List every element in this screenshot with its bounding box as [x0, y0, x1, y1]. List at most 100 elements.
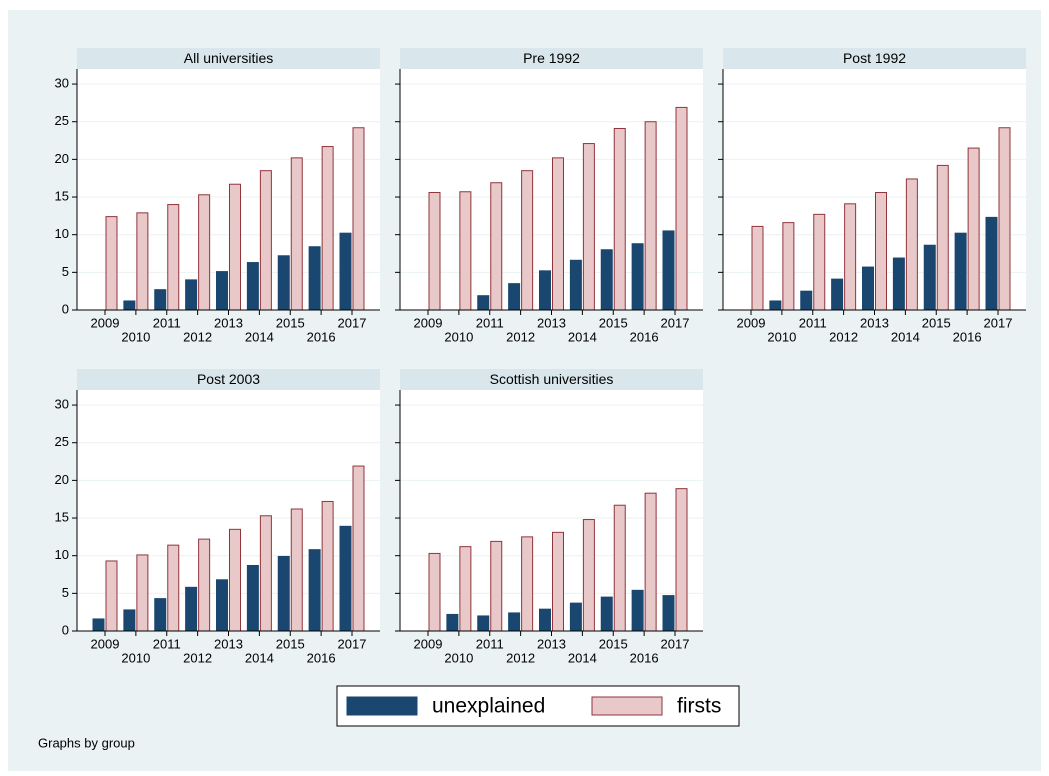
- bar: [613, 504, 626, 632]
- x-tick-label: 2009: [737, 315, 766, 330]
- x-tick-label: 2010: [444, 650, 473, 665]
- bar: [782, 222, 795, 311]
- bar: [675, 106, 688, 311]
- bar: [582, 143, 595, 311]
- y-tick-label: 5: [62, 585, 69, 600]
- x-tick-label: 2009: [414, 636, 443, 651]
- x-tick-label: 2015: [276, 315, 305, 330]
- x-tick-label: 2012: [829, 329, 858, 344]
- bar: [631, 243, 644, 311]
- x-tick-label: 2016: [953, 329, 982, 344]
- panel-title: Post 2003: [197, 371, 260, 387]
- panel-title-band: [77, 48, 380, 69]
- panel-title-band: [400, 369, 703, 390]
- bar: [998, 127, 1011, 311]
- bar: [105, 216, 118, 311]
- x-tick-label: 2014: [568, 650, 597, 665]
- panel-title: Pre 1992: [523, 50, 580, 66]
- x-tick-label: 2016: [307, 650, 336, 665]
- bar: [539, 608, 551, 632]
- bar: [308, 549, 321, 632]
- x-tick-label: 2015: [922, 315, 951, 330]
- bar: [229, 183, 241, 311]
- x-tick-label: 2017: [338, 636, 367, 651]
- bar: [582, 519, 595, 632]
- bar: [428, 552, 441, 632]
- bar: [339, 525, 352, 632]
- x-tick-label: 2017: [661, 636, 690, 651]
- y-tick-label: 15: [55, 509, 69, 524]
- bar: [321, 500, 334, 632]
- bar: [936, 164, 949, 311]
- bar: [862, 266, 874, 311]
- bar: [631, 589, 644, 632]
- y-tick-label: 30: [55, 397, 69, 412]
- x-tick-label: 2012: [183, 650, 212, 665]
- bar: [552, 157, 564, 311]
- bar: [428, 192, 441, 311]
- y-tick-label: 20: [55, 151, 69, 166]
- x-tick-label: 2010: [121, 650, 150, 665]
- bar: [831, 278, 844, 311]
- bar: [185, 586, 198, 632]
- x-tick-label: 2014: [245, 329, 274, 344]
- bar: [600, 249, 613, 311]
- bar: [552, 531, 564, 632]
- bar: [259, 515, 272, 632]
- bar: [459, 546, 472, 632]
- bar: [321, 146, 334, 311]
- x-tick-label: 2016: [307, 329, 336, 344]
- y-tick-label: 0: [62, 301, 69, 316]
- x-tick-label: 2017: [661, 315, 690, 330]
- x-tick-label: 2017: [338, 315, 367, 330]
- panel-title: Post 1992: [843, 50, 906, 66]
- x-tick-label: 2011: [799, 315, 827, 330]
- bar: [751, 225, 764, 311]
- legend-swatch: [346, 696, 418, 716]
- x-tick-label: 2013: [214, 315, 243, 330]
- bar: [905, 178, 918, 311]
- note: Graphs by group: [38, 735, 135, 750]
- bar: [875, 192, 887, 311]
- bar: [477, 615, 490, 632]
- y-tick-label: 0: [62, 622, 69, 637]
- y-tick-label: 30: [55, 76, 69, 91]
- bar: [521, 170, 534, 311]
- x-tick-label: 2010: [121, 329, 150, 344]
- bar: [569, 602, 582, 632]
- bar: [967, 147, 980, 311]
- bar: [105, 560, 118, 632]
- x-tick-label: 2017: [984, 315, 1013, 330]
- bar: [259, 170, 272, 311]
- bar: [308, 246, 321, 311]
- bar: [569, 259, 582, 311]
- bar: [539, 270, 551, 311]
- bar: [508, 283, 521, 311]
- x-tick-label: 2012: [506, 650, 535, 665]
- bar: [490, 540, 503, 632]
- y-tick-label: 15: [55, 188, 69, 203]
- bar: [600, 596, 613, 632]
- bar: [508, 612, 521, 632]
- x-tick-label: 2009: [91, 315, 120, 330]
- bar: [216, 271, 228, 311]
- bar: [123, 300, 136, 311]
- bar: [644, 121, 657, 311]
- bar: [290, 508, 303, 632]
- bar: [446, 613, 459, 632]
- x-tick-label: 2013: [537, 636, 566, 651]
- x-tick-label: 2016: [630, 650, 659, 665]
- x-tick-label: 2011: [153, 636, 181, 651]
- panel-title-band: [723, 48, 1026, 69]
- y-tick-label: 20: [55, 472, 69, 487]
- bar: [216, 579, 228, 632]
- plot-area: [723, 69, 1026, 310]
- x-tick-label: 2015: [599, 636, 628, 651]
- bar: [154, 289, 167, 311]
- x-tick-label: 2011: [476, 315, 504, 330]
- bar: [198, 194, 211, 311]
- y-tick-label: 25: [55, 113, 69, 128]
- x-tick-label: 2016: [630, 329, 659, 344]
- bar: [229, 528, 241, 632]
